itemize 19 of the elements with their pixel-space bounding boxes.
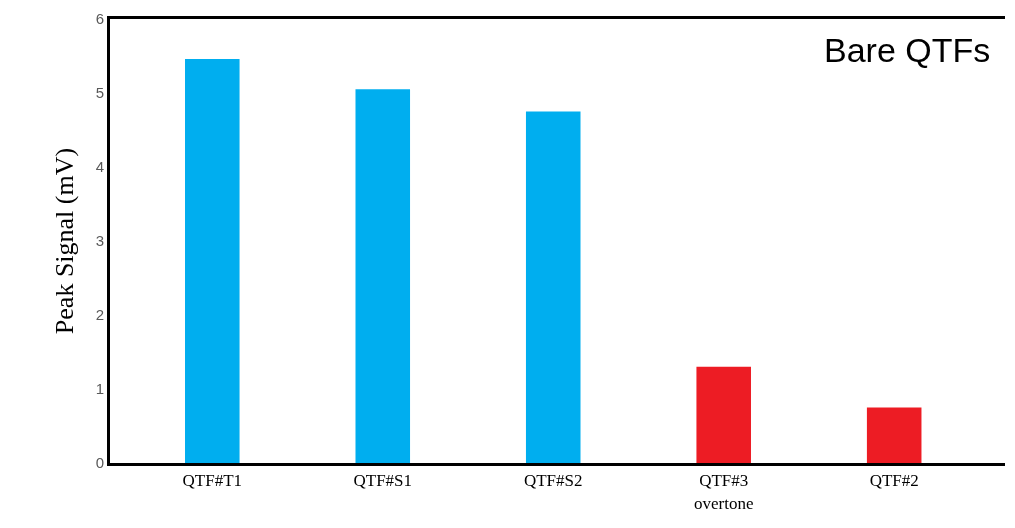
bar xyxy=(355,89,411,463)
bar xyxy=(185,58,240,463)
bar xyxy=(866,407,922,463)
y-tick-label: 3 xyxy=(95,232,104,250)
y-tick-label: 2 xyxy=(95,306,104,324)
x-tick-label: QTF#2 xyxy=(869,471,919,491)
x-tick-label: QTF#S2 xyxy=(523,471,583,491)
y-tick-label: 1 xyxy=(95,380,104,398)
y-tick-label: 6 xyxy=(95,10,104,28)
bar xyxy=(525,111,581,463)
x-tick-label: QTF#3 overtone xyxy=(693,471,754,513)
y-tick-label: 5 xyxy=(95,84,104,102)
x-tick-label: QTF#S1 xyxy=(353,471,413,491)
annotation: Bare QTFs xyxy=(824,31,991,69)
bar xyxy=(696,366,751,463)
x-tick-label: QTF#T1 xyxy=(182,471,243,491)
y-tick-label: 4 xyxy=(95,158,104,176)
y-tick-label: 0 xyxy=(95,454,104,472)
y-axis-title: Peak Signal (mV) xyxy=(50,147,80,335)
